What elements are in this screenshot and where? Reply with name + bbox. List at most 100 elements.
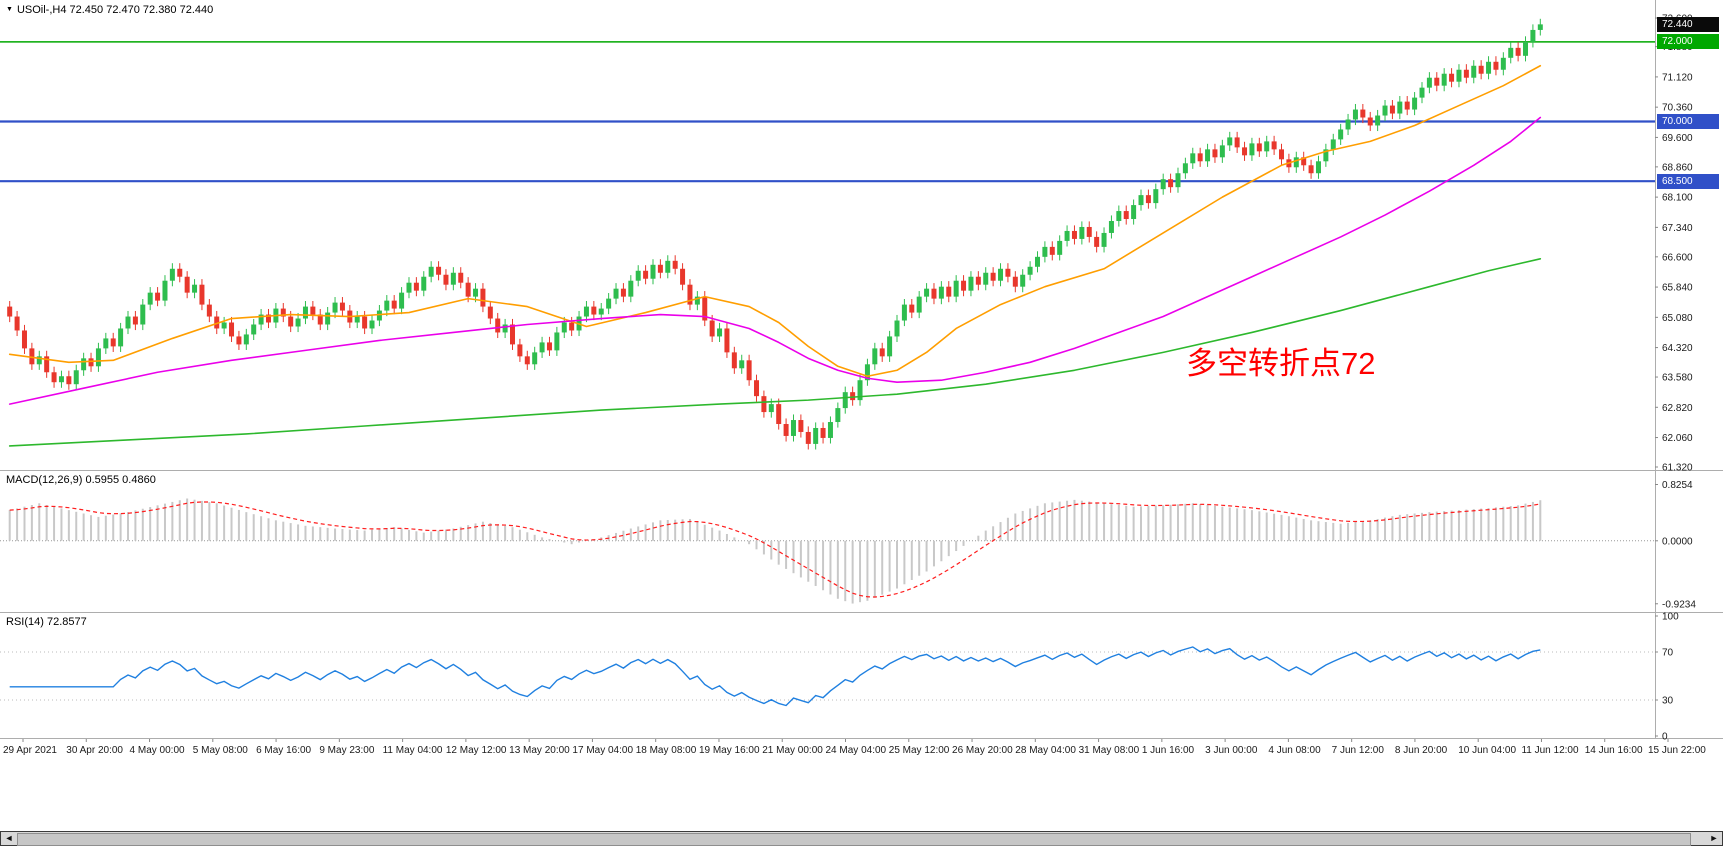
symbol-dropdown-icon[interactable]: ▼ [6,6,13,13]
candle [354,310,360,329]
candle [58,370,64,388]
candle [665,255,671,279]
candle [44,350,50,378]
candle [421,271,427,297]
candle [258,308,264,331]
candle [199,279,205,311]
candle [1486,56,1492,80]
candle [376,304,382,327]
candle [1249,137,1255,161]
candle [968,271,974,297]
candle [428,261,434,283]
candle [1293,151,1299,173]
hline-price-tag-72000[interactable]: 72.000 [1657,34,1719,50]
date-axis-label: 7 Jun 12:00 [1332,745,1385,756]
candle [606,293,612,315]
candle [36,350,42,370]
candle [480,283,486,313]
candle [1205,143,1211,167]
candle [1197,147,1203,167]
candle [554,326,560,356]
candle [1086,221,1092,243]
candle [1412,92,1418,116]
candle [916,291,922,319]
candle [88,352,94,372]
date-axis-label: 13 May 20:00 [509,745,570,756]
candle [125,310,131,335]
rsi-axis-label: 100 [1662,612,1679,623]
candle [502,318,508,339]
price-axis-label: 62.060 [1662,433,1693,444]
rsi-pane [0,646,1655,707]
candle [458,267,464,289]
candle [177,263,183,283]
candle [1508,42,1514,64]
symbol-ohlc-title: USOil-,H4 72.450 72.470 72.380 72.440 [16,4,214,16]
candle [931,283,937,305]
candle [399,287,405,315]
candle [295,312,301,333]
date-axis-label: 14 Jun 16:00 [1585,745,1643,756]
candle [1537,18,1543,36]
candle [1034,251,1040,273]
date-axis-label: 10 Jun 04:00 [1458,745,1516,756]
candle [1138,189,1144,211]
candle [850,386,856,406]
candle [731,346,737,374]
date-axis-label: 25 May 12:00 [889,745,950,756]
scroll-left-arrow-icon[interactable]: ◄ [4,833,14,843]
scroll-right-arrow-icon[interactable]: ► [1709,833,1719,843]
candle [783,418,789,442]
candle [487,301,493,325]
price-axis-label: 61.320 [1662,463,1693,474]
hline-price-tag-68500[interactable]: 68.500 [1657,173,1719,189]
candle [598,303,604,321]
candle [21,324,27,354]
price-axis-label: 63.580 [1662,373,1693,384]
date-axis-label: 4 Jun 08:00 [1268,745,1321,756]
candle [620,283,626,303]
candle [1301,151,1307,171]
candle [1434,72,1440,92]
candle [857,374,863,406]
slow-ma-green [8,258,1542,447]
mid-ma-magenta [8,116,1542,405]
candle [1190,147,1196,169]
price-axis-label: 64.320 [1662,343,1693,354]
price-axis-label: 65.080 [1662,313,1693,324]
candle [251,318,257,341]
candle [265,308,271,329]
candle [628,275,634,303]
candle [1279,143,1285,165]
scrollbar-thumb[interactable] [17,833,1691,846]
current-price-tag: 72.440 [1657,16,1719,32]
candle [66,370,72,390]
candle [1382,99,1388,122]
horizontal-scrollbar[interactable]: ◄ ► [0,831,1723,846]
candle [436,261,442,281]
candle [754,374,760,402]
candle [339,297,345,317]
date-axis-label: 3 Jun 00:00 [1205,745,1258,756]
candle [184,271,190,299]
price-axis: 72.60071.88071.12070.36069.60068.86068.1… [1655,14,1693,474]
candle [842,386,848,414]
price-axis-label: 65.840 [1662,283,1693,294]
candle [81,352,87,376]
candle [7,301,13,323]
date-axis-label: 6 May 16:00 [256,745,311,756]
candle [1123,205,1129,225]
price-axis-label: 66.600 [1662,252,1693,263]
candle [1049,241,1055,261]
price-axis-label: 67.340 [1662,223,1693,234]
candle [524,350,530,370]
candle [221,316,227,335]
hline-price-tag-70000[interactable]: 70.000 [1657,113,1719,129]
candle [938,281,944,305]
candle [1131,199,1137,225]
candle [1064,225,1070,247]
candle [1005,263,1011,283]
candle [887,330,893,362]
candle [680,263,686,291]
